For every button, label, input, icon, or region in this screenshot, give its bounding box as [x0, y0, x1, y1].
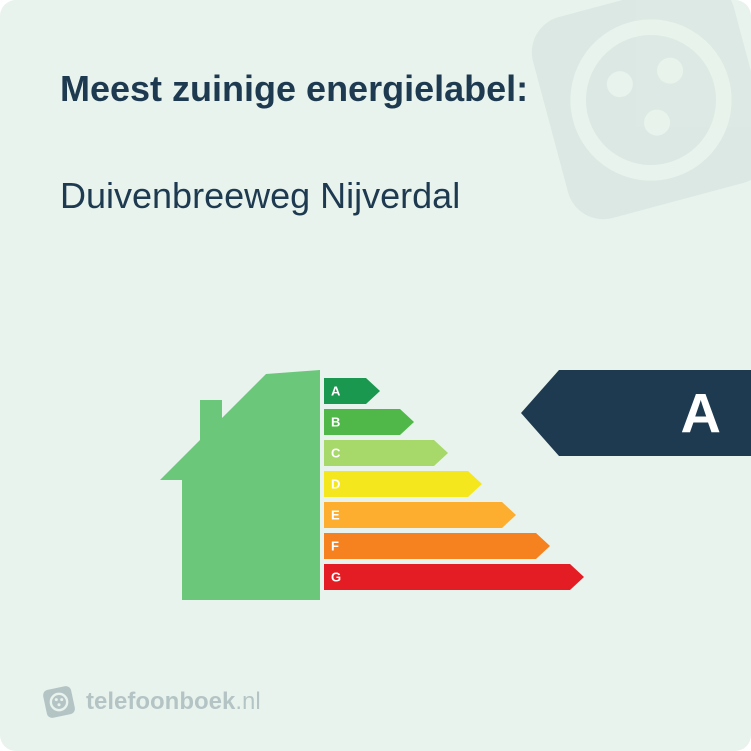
bar-shape: [324, 471, 482, 497]
bar-shape: [324, 440, 448, 466]
bar-label: G: [331, 570, 341, 585]
bar-shape: [324, 564, 584, 590]
bar-label: D: [331, 477, 340, 492]
bar-label: A: [331, 384, 340, 399]
rating-letter: A: [681, 381, 721, 446]
energy-bar-g: G: [324, 564, 584, 590]
bar-shape: [324, 533, 550, 559]
bar-label: B: [331, 415, 340, 430]
bar-label: E: [331, 508, 340, 523]
energy-bar-e: E: [324, 502, 584, 528]
energy-label-chart: A B C D E F G: [160, 370, 580, 600]
energy-bar-f: F: [324, 533, 584, 559]
energy-label-card: Meest zuinige energielabel: Duivenbreewe…: [0, 0, 751, 751]
card-title: Meest zuinige energielabel:: [60, 68, 528, 110]
bar-shape: [324, 502, 516, 528]
house-icon: [160, 370, 320, 600]
watermark-graphic: [492, 0, 751, 259]
footer-text: telefoonboek.nl: [86, 688, 261, 716]
footer-text-light: .nl: [235, 688, 260, 715]
footer-text-bold: telefoonboek: [86, 688, 235, 715]
footer-brand: telefoonboek.nl: [42, 685, 261, 719]
footer-logo-icon: [42, 685, 76, 719]
rating-badge: A: [521, 370, 751, 456]
energy-bar-d: D: [324, 471, 584, 497]
bar-label: F: [331, 539, 339, 554]
bar-label: C: [331, 446, 340, 461]
card-subtitle: Duivenbreeweg Nijverdal: [60, 175, 460, 217]
